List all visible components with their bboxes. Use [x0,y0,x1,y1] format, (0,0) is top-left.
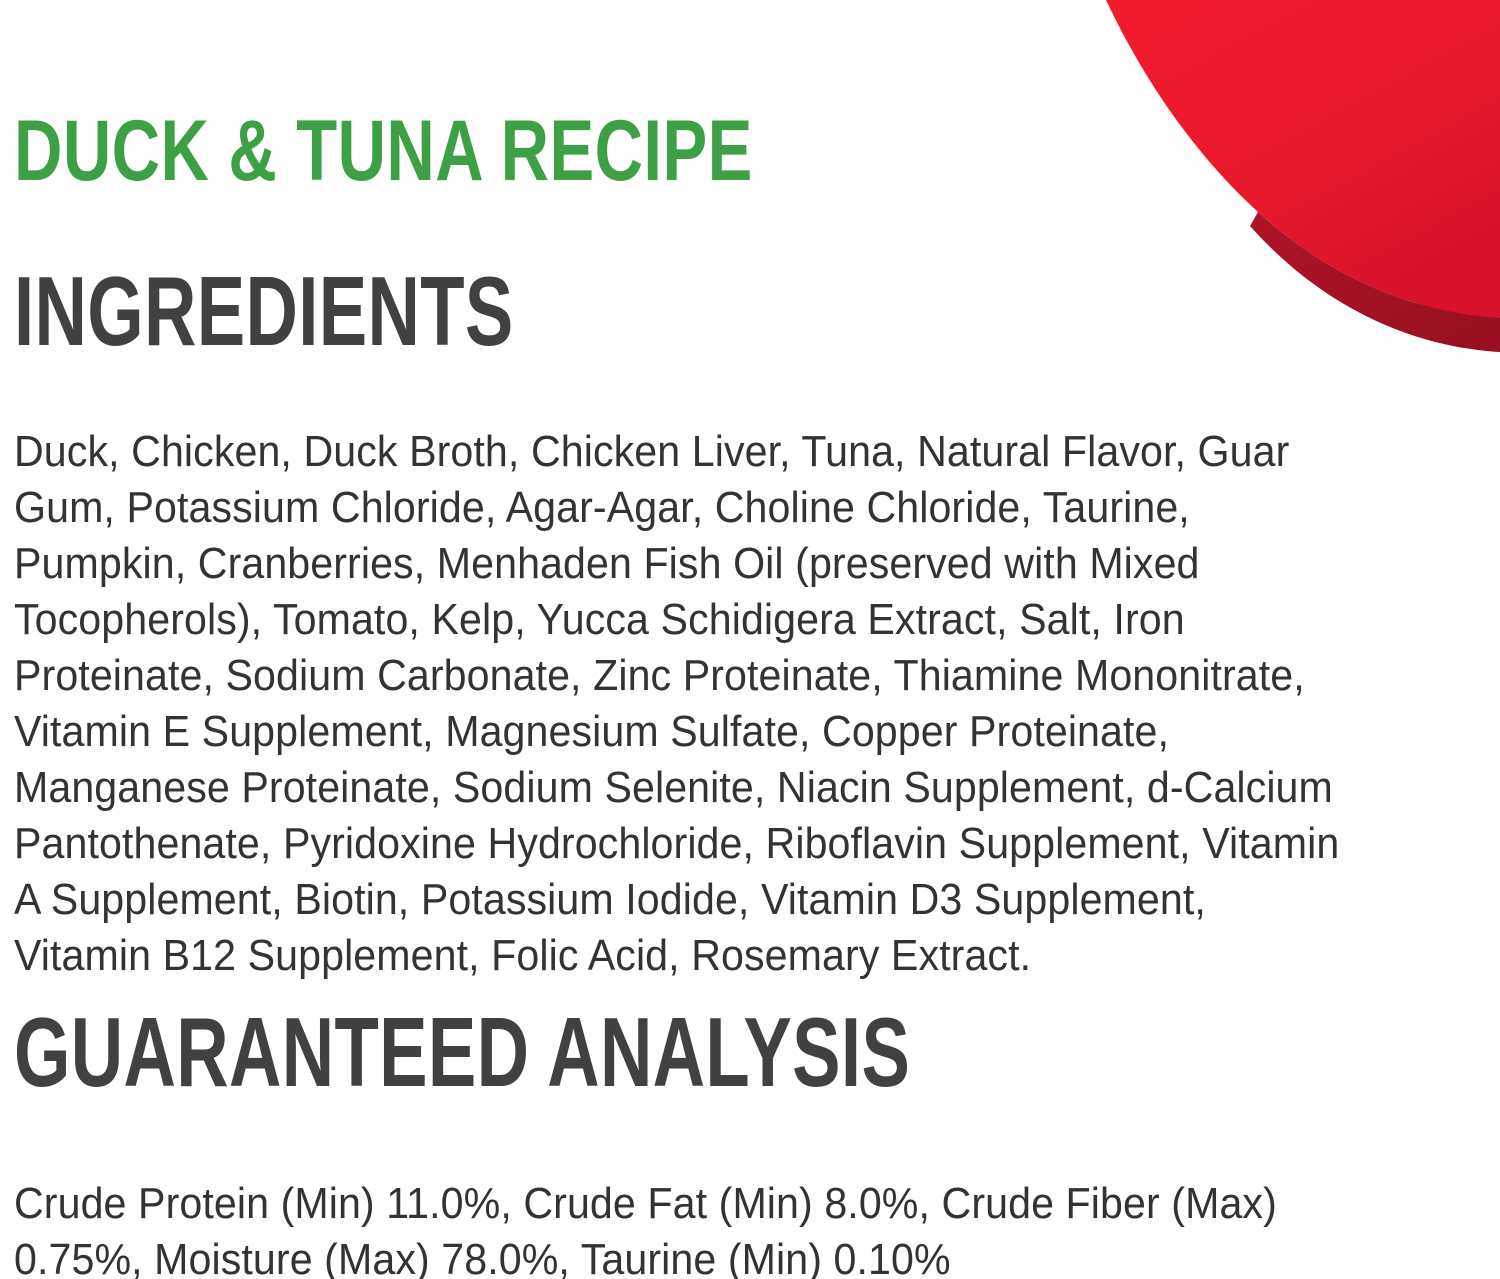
recipe-title: DUCK & TUNA RECIPE [14,103,753,199]
guaranteed-analysis-heading: GUARANTEED ANALYSIS [14,997,911,1107]
red-swoosh-graphic [1080,0,1500,400]
ingredients-heading: INGREDIENTS [14,256,514,366]
guaranteed-analysis-text: Crude Protein (Min) 11.0%, Crude Fat (Mi… [14,1179,1277,1279]
ingredients-text: Duck, Chicken, Duck Broth, Chicken Liver… [14,427,1340,980]
